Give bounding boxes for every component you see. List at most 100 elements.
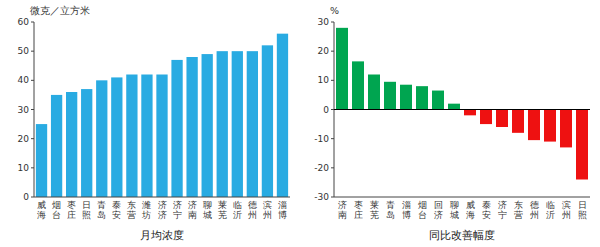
x-tick-label-line: 营 — [127, 210, 136, 220]
x-tick-label-line: 芜 — [218, 210, 227, 220]
x-tick-label: 烟台 — [418, 200, 427, 220]
bar — [171, 60, 182, 197]
x-tick-label: 济南 — [338, 200, 347, 220]
x-axis-line — [34, 197, 290, 198]
x-tick-label-line: 岛 — [97, 210, 106, 220]
x-tick-label: 枣庄 — [354, 200, 363, 220]
x-tick-label: 烟台 — [52, 200, 61, 220]
bar — [576, 110, 588, 180]
x-tick-label: 济宁 — [173, 200, 182, 220]
x-tick-label: 淄博 — [402, 200, 411, 220]
y-axis-title: 微克／立方米 — [30, 5, 90, 16]
x-tick-label: 日照 — [578, 200, 587, 220]
bar — [544, 110, 556, 142]
bar — [36, 124, 47, 197]
bar — [448, 104, 460, 110]
bar — [202, 54, 213, 197]
x-tick-label-line: 济 — [158, 210, 167, 220]
bar — [247, 51, 258, 197]
x-tick-label: 滨州 — [562, 200, 571, 220]
bar — [560, 110, 572, 148]
x-tick-label-line: 济 — [498, 200, 507, 210]
x-tick-label-line: 威 — [466, 200, 475, 210]
x-tick-label-line: 淄 — [278, 200, 287, 210]
y-tick — [331, 167, 334, 168]
x-tick-label: 临沂 — [233, 200, 242, 220]
bar — [464, 110, 476, 116]
x-tick-label-line: 青 — [386, 200, 395, 210]
bar — [126, 75, 137, 198]
y-tick-label: 20 — [18, 134, 30, 144]
x-tick-label-line: 博 — [402, 210, 411, 220]
x-tick-label-line: 照 — [578, 210, 587, 220]
y-tick — [331, 197, 334, 198]
y-tick — [331, 51, 334, 52]
x-tick-label: 莱芜 — [370, 200, 379, 220]
x-tick-label: 回济 — [434, 200, 443, 220]
bar — [81, 89, 92, 197]
x-tick-label-line: 滨 — [263, 200, 272, 210]
y-tick — [331, 22, 334, 23]
bars — [36, 34, 288, 197]
bar-chart-panel: 0102030405060威海烟台枣庄日照青岛泰安东营潍坊济济济宁济南聊城莱芜临… — [18, 5, 290, 242]
bar — [141, 75, 152, 198]
x-tick-label-line: 营 — [514, 210, 523, 220]
bar — [111, 77, 122, 197]
x-tick-label-line: 州 — [263, 210, 272, 220]
bar-chart-panel: -30-20-100102030济南枣庄莱芜青岛淄博烟台回济聊城威海泰安济宁东营… — [314, 5, 590, 242]
x-tick-label-line: 庄 — [67, 210, 76, 220]
y-tick-label: -20 — [314, 163, 329, 173]
x-tick-label-line: 枣 — [354, 200, 363, 210]
x-tick-label-line: 莱 — [218, 200, 227, 210]
x-tick-label-line: 烟 — [52, 200, 61, 210]
x-tick-label-line: 日 — [82, 200, 91, 210]
y-tick — [31, 80, 34, 81]
bar — [186, 57, 197, 197]
x-tick-label: 泰安 — [112, 200, 121, 220]
bar — [51, 95, 62, 197]
x-tick-label-line: 州 — [248, 210, 257, 220]
y-tick — [31, 109, 34, 110]
x-tick-label: 东营 — [514, 200, 523, 220]
x-tick-label: 临沂 — [546, 200, 555, 220]
x-axis-title: 月均浓度 — [140, 229, 184, 242]
x-tick-label-line: 宁 — [498, 210, 507, 220]
x-tick-label-line: 照 — [82, 210, 91, 220]
x-tick-label-line: 临 — [546, 200, 555, 210]
x-tick-label: 青岛 — [97, 200, 106, 220]
x-tick-label-line: 城 — [202, 210, 212, 220]
x-tick-label-line: 宁 — [173, 210, 182, 220]
y-tick-label: 50 — [18, 46, 30, 56]
x-tick-label-line: 淄 — [402, 200, 411, 210]
bar — [232, 51, 243, 197]
x-tick-label: 聊城 — [449, 200, 459, 220]
x-tick-label-line: 青 — [97, 200, 106, 210]
x-tick-label: 济宁 — [498, 200, 507, 220]
x-tick-label: 济济 — [158, 200, 167, 220]
y-tick — [31, 22, 34, 23]
chart-canvas: 0102030405060威海烟台枣庄日照青岛泰安东营潍坊济济济宁济南聊城莱芜临… — [0, 0, 600, 247]
x-tick-label-line: 威 — [37, 200, 46, 210]
x-tick-label-line: 安 — [482, 210, 491, 220]
y-tick-label: -30 — [314, 192, 329, 202]
bar — [66, 92, 77, 197]
bar — [352, 61, 364, 109]
x-tick-label-line: 海 — [466, 210, 475, 220]
x-tick-label-line: 芜 — [370, 210, 379, 220]
y-tick — [331, 80, 334, 81]
x-tick-label-line: 庄 — [354, 210, 363, 220]
x-tick-label-line: 济 — [188, 200, 197, 210]
x-tick-label-line: 东 — [127, 200, 136, 210]
y-tick — [31, 138, 34, 139]
x-tick-label-line: 回 — [434, 200, 443, 210]
x-tick-label: 德州 — [530, 200, 539, 220]
bar — [217, 51, 228, 197]
bar — [528, 110, 540, 141]
x-tick-label-line: 安 — [112, 210, 121, 220]
x-tick-label-line: 南 — [338, 210, 347, 220]
y-tick — [331, 109, 334, 110]
x-tick-label: 淄博 — [278, 200, 287, 220]
x-tick-label: 日照 — [82, 200, 91, 220]
x-tick-label-line: 滨 — [562, 200, 571, 210]
x-tick-label-line: 海 — [37, 210, 46, 220]
